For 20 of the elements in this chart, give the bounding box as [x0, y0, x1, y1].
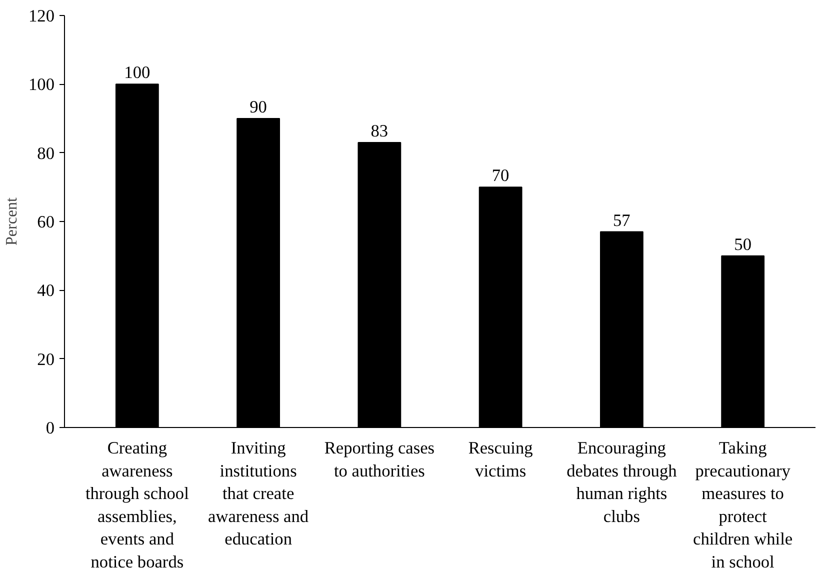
data-label: 70	[492, 166, 510, 186]
y-tick-label: 120	[28, 6, 55, 26]
y-axis-title: Percent	[4, 196, 21, 246]
x-tick-label: Inviting institutions that create awareness and education	[208, 438, 309, 549]
y-tick-label: 100	[28, 75, 55, 94]
data-label: 50	[734, 234, 752, 254]
data-label: 90	[250, 98, 267, 116]
x-tick-label: Rescuing victims	[468, 438, 534, 480]
x-tick-label: Encouraging debates through human rights clubs	[566, 438, 678, 526]
x-tick-label: Taking precautionary measures to protect children while in school	[693, 438, 793, 572]
y-tick-label: 80	[37, 144, 54, 163]
y-tick-label: 0	[46, 418, 55, 438]
data-label: 57	[613, 210, 631, 230]
y-tick-label: 40	[37, 281, 54, 300]
data-label: 83	[370, 122, 388, 141]
y-tick-label: 60	[37, 212, 54, 232]
y-tick-label: 20	[37, 350, 54, 369]
data-label: 100	[124, 63, 150, 82]
x-tick-label: Creating awareness through school assemblies, events and notice boards	[85, 438, 190, 572]
x-tick-label: Reporting cases to authorities	[324, 438, 435, 480]
